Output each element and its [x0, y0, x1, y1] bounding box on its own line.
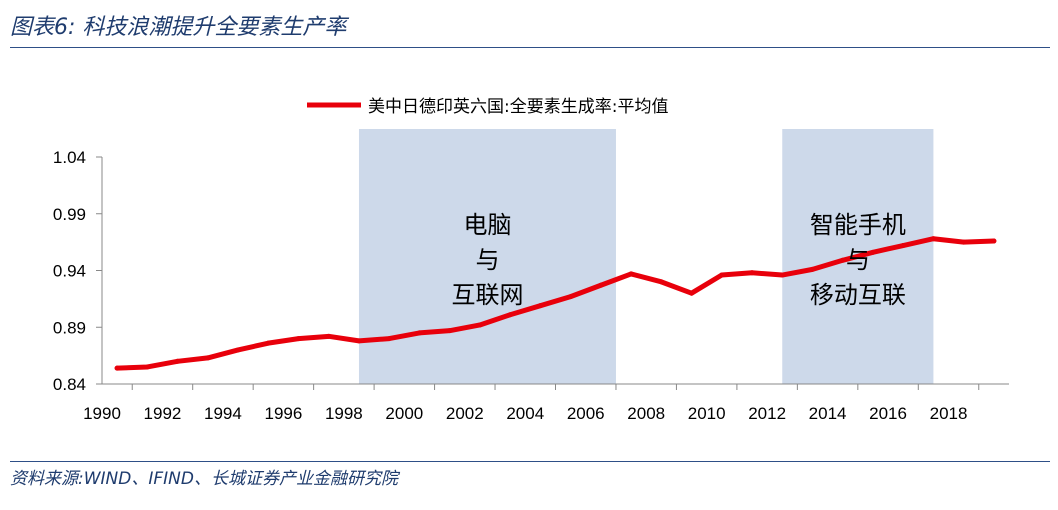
x-tick-label: 2014 — [809, 404, 847, 423]
y-tick-label: 0.99 — [53, 205, 86, 224]
data-point — [689, 290, 695, 296]
data-point — [870, 249, 876, 255]
y-tick-label: 1.04 — [53, 148, 86, 167]
data-point — [809, 266, 815, 272]
legend-label: 美中日德印英六国:全要素生成率:平均值 — [368, 97, 668, 117]
annotation-line: 电脑 — [463, 211, 511, 239]
data-point — [628, 271, 634, 277]
data-point — [658, 279, 664, 285]
series-line-1 — [114, 236, 997, 371]
x-tick-label: 1996 — [264, 404, 302, 423]
data-point — [175, 358, 181, 364]
x-tick-label: 2000 — [385, 404, 423, 423]
shaded-period-1 — [358, 129, 616, 384]
data-point — [930, 236, 936, 242]
x-tick-label: 1994 — [204, 404, 242, 423]
data-point — [507, 312, 513, 318]
data-point — [114, 365, 120, 371]
data-point — [719, 272, 725, 278]
data-point — [326, 333, 332, 339]
shaded-periods — [358, 129, 934, 384]
x-tick-label: 2002 — [446, 404, 484, 423]
data-point — [840, 257, 846, 263]
source-note: 资料来源:WIND、IFIND、长城证券产业金融研究院 — [10, 469, 398, 489]
chart-axes: 0.84 0.89 0.94 0.99 1.04 1990 1992 1994 1996 1998… — [53, 148, 1009, 423]
series-group — [114, 236, 997, 371]
data-point — [991, 238, 997, 244]
data-point — [416, 330, 422, 336]
data-point — [537, 303, 543, 309]
x-tick-label: 1992 — [144, 404, 182, 423]
data-point — [356, 338, 362, 344]
data-point — [296, 336, 302, 342]
annotation-line: 与 — [475, 246, 499, 274]
footer-divider — [10, 461, 1050, 462]
x-tick-label: 2018 — [930, 404, 968, 423]
x-tick-label: 2006 — [567, 404, 605, 423]
y-tick-label: 0.94 — [53, 262, 86, 281]
x-tick-label: 2008 — [627, 404, 665, 423]
annotation-line: 与 — [846, 246, 870, 274]
data-point — [205, 355, 211, 361]
annotation-line: 智能手机 — [810, 211, 906, 239]
data-point — [265, 340, 271, 346]
data-point — [386, 336, 392, 342]
data-point — [961, 239, 967, 245]
data-point — [568, 294, 574, 300]
x-tick-label: 2004 — [506, 404, 544, 423]
annotation-line: 移动互联 — [810, 281, 906, 309]
data-point — [900, 243, 906, 249]
x-tick-label: 2010 — [688, 404, 726, 423]
x-tick-label: 2012 — [748, 404, 786, 423]
data-point — [598, 282, 604, 288]
data-point — [235, 347, 241, 353]
data-point — [447, 328, 453, 334]
data-point — [477, 322, 483, 328]
annotation-line: 互联网 — [451, 281, 523, 309]
data-point — [749, 270, 755, 276]
tfp-line-chart: 0.84 0.89 0.94 0.99 1.04 1990 1992 1994 1996 1998… — [53, 97, 1009, 423]
y-tick-label: 0.84 — [53, 375, 86, 394]
data-point — [779, 272, 785, 278]
y-tick-label: 0.89 — [53, 318, 86, 337]
x-tick-label: 2016 — [869, 404, 907, 423]
legend: 美中日德印英六国:全要素生成率:平均值 — [307, 97, 668, 117]
x-tick-label: 1998 — [325, 404, 363, 423]
title-divider — [10, 47, 1050, 48]
data-point — [144, 364, 150, 370]
figure-title: 图表6: 科技浪潮提升全要素生产率 — [10, 15, 347, 40]
x-tick-label: 1990 — [83, 404, 121, 423]
